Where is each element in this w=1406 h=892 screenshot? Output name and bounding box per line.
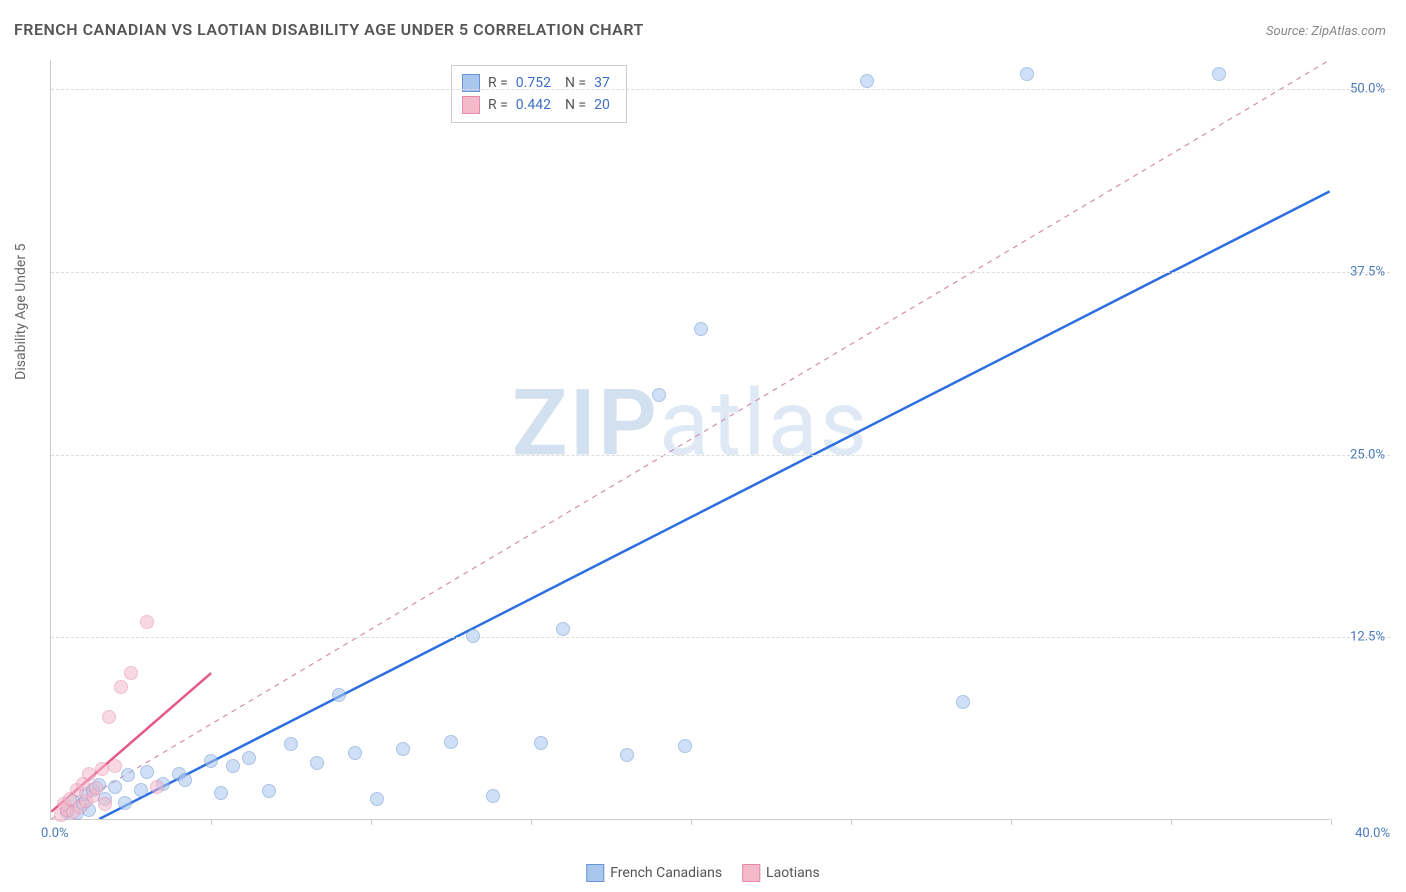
scatter-point: [652, 388, 666, 402]
scatter-point: [348, 746, 362, 760]
y-axis-title: Disability Age Under 5: [13, 243, 29, 379]
scatter-point: [620, 748, 634, 762]
legend-swatch: [742, 864, 760, 882]
scatter-point: [226, 759, 240, 773]
trend-lines-svg: [51, 60, 1330, 819]
legend-series-label: Laotians: [766, 865, 820, 881]
legend-n-value: 20: [594, 97, 610, 113]
grid-line: [51, 272, 1390, 273]
legend-r-value: 0.442: [516, 97, 551, 113]
chart-title: FRENCH CANADIAN VS LAOTIAN DISABILITY AG…: [14, 20, 644, 39]
scatter-point: [114, 680, 128, 694]
scatter-point: [1020, 67, 1034, 81]
y-tick-label: 12.5%: [1350, 630, 1385, 645]
source-label: Source: ZipAtlas.com: [1266, 24, 1386, 39]
guide-line: [51, 60, 1329, 819]
scatter-point: [956, 695, 970, 709]
y-tick-label: 37.5%: [1350, 264, 1385, 279]
x-tick: [1171, 819, 1172, 825]
scatter-point: [140, 615, 154, 629]
scatter-point: [102, 710, 116, 724]
scatter-point: [284, 737, 298, 751]
legend-swatch: [586, 864, 604, 882]
scatter-point: [118, 796, 132, 810]
scatter-point: [332, 688, 346, 702]
legend-corr-row: R =0.752N =37: [462, 72, 616, 94]
scatter-point: [1212, 67, 1226, 81]
grid-line: [51, 637, 1390, 638]
scatter-point: [150, 780, 164, 794]
scatter-point: [694, 322, 708, 336]
scatter-point: [534, 736, 548, 750]
x-tick: [371, 819, 372, 825]
scatter-point: [178, 773, 192, 787]
y-tick-label: 25.0%: [1350, 447, 1385, 462]
scatter-point: [310, 756, 324, 770]
scatter-point: [444, 735, 458, 749]
scatter-point: [204, 754, 218, 768]
scatter-point: [89, 781, 103, 795]
scatter-point: [140, 765, 154, 779]
x-tick: [211, 819, 212, 825]
chart-container: FRENCH CANADIAN VS LAOTIAN DISABILITY AG…: [0, 0, 1406, 892]
scatter-point: [214, 786, 228, 800]
x-origin-label: 0.0%: [41, 826, 69, 841]
watermark-zip: ZIP: [512, 371, 659, 478]
scatter-point: [121, 768, 135, 782]
scatter-point: [466, 629, 480, 643]
x-max-label: 40.0%: [1355, 826, 1390, 841]
legend-correlation: R =0.752N =37 R = 0.442 N = 20: [451, 65, 627, 123]
legend-bottom-item: Laotians: [742, 864, 820, 882]
y-tick-label: 50.0%: [1350, 82, 1385, 97]
watermark: ZIPatlas: [512, 371, 869, 478]
legend-corr-row: R = 0.442 N = 20: [462, 94, 616, 116]
legend-n-label: N =: [565, 97, 586, 113]
x-tick: [851, 819, 852, 825]
x-tick: [1011, 819, 1012, 825]
x-tick: [1331, 819, 1332, 825]
scatter-point: [134, 783, 148, 797]
scatter-point: [242, 751, 256, 765]
scatter-point: [124, 666, 138, 680]
legend-swatch: [462, 96, 480, 114]
plot-area: ZIPatlas Disability Age Under 5 0.0% 40.…: [50, 60, 1330, 820]
scatter-point: [486, 789, 500, 803]
scatter-point: [396, 742, 410, 756]
scatter-point: [678, 739, 692, 753]
scatter-point: [98, 797, 112, 811]
legend-series-label: French Canadians: [610, 865, 722, 881]
watermark-atlas: atlas: [659, 371, 869, 478]
trend-line: [99, 191, 1329, 819]
scatter-point: [108, 780, 122, 794]
legend-bottom: French Canadians Laotians: [586, 864, 820, 882]
grid-line: [51, 89, 1390, 90]
scatter-point: [556, 622, 570, 636]
x-tick: [691, 819, 692, 825]
scatter-point: [108, 759, 122, 773]
legend-r-label: R =: [488, 97, 508, 113]
x-tick: [531, 819, 532, 825]
scatter-point: [860, 74, 874, 88]
legend-bottom-item: French Canadians: [586, 864, 722, 882]
scatter-point: [370, 792, 384, 806]
scatter-point: [262, 784, 276, 798]
guide-line: [51, 60, 1329, 819]
grid-line: [51, 455, 1390, 456]
